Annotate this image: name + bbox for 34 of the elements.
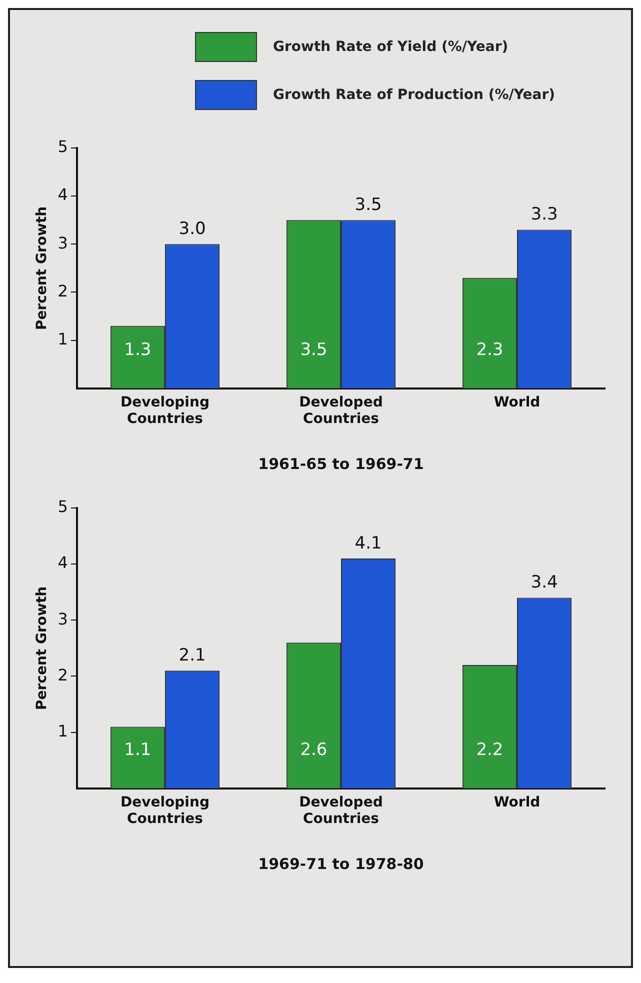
y-tick-label: 1 <box>58 721 68 740</box>
x-tick-label: Developing Countries <box>120 394 210 428</box>
legend-label: Growth Rate of Yield (%/Year) <box>273 39 508 55</box>
data-label: 2.6 <box>300 740 328 760</box>
y-tick-label: 1 <box>58 329 68 348</box>
x-tick-label: Developed Countries <box>299 394 383 428</box>
y-tick-label: 5 <box>58 137 68 156</box>
x-tick-label: Developed Countries <box>299 794 383 828</box>
data-label: 1.3 <box>124 340 152 360</box>
data-label: 1.1 <box>124 740 152 760</box>
data-label: 2.3 <box>476 340 504 360</box>
data-label: 3.4 <box>530 572 558 593</box>
y-axis-title: Percent Growth <box>34 206 50 330</box>
y-tick-label: 5 <box>58 497 68 516</box>
x-tick-label: World <box>494 394 540 410</box>
data-label: 3.5 <box>300 340 328 360</box>
y-tick-label: 3 <box>58 233 68 252</box>
legend-label: Growth Rate of Production (%/Year) <box>273 87 556 103</box>
x-axis-title: 1969-71 to 1978-80 <box>258 854 424 873</box>
y-tick-label: 4 <box>58 553 68 572</box>
data-label: 3.5 <box>354 195 382 216</box>
x-tick-label: Developing Countries <box>120 794 210 828</box>
y-tick-label: 2 <box>58 281 68 300</box>
data-label: 3.0 <box>178 219 206 240</box>
data-label: 4.1 <box>354 533 382 554</box>
y-tick-label: 4 <box>58 185 68 204</box>
x-tick-label: World <box>494 794 540 810</box>
data-label: 2.2 <box>476 740 504 760</box>
data-label: 3.3 <box>530 204 558 225</box>
x-axis-title: 1961-65 to 1969-71 <box>258 454 424 473</box>
y-tick-label: 2 <box>58 665 68 684</box>
y-tick-label: 3 <box>58 609 68 628</box>
y-axis-title: Percent Growth <box>34 586 50 710</box>
data-label: 2.1 <box>178 646 206 666</box>
